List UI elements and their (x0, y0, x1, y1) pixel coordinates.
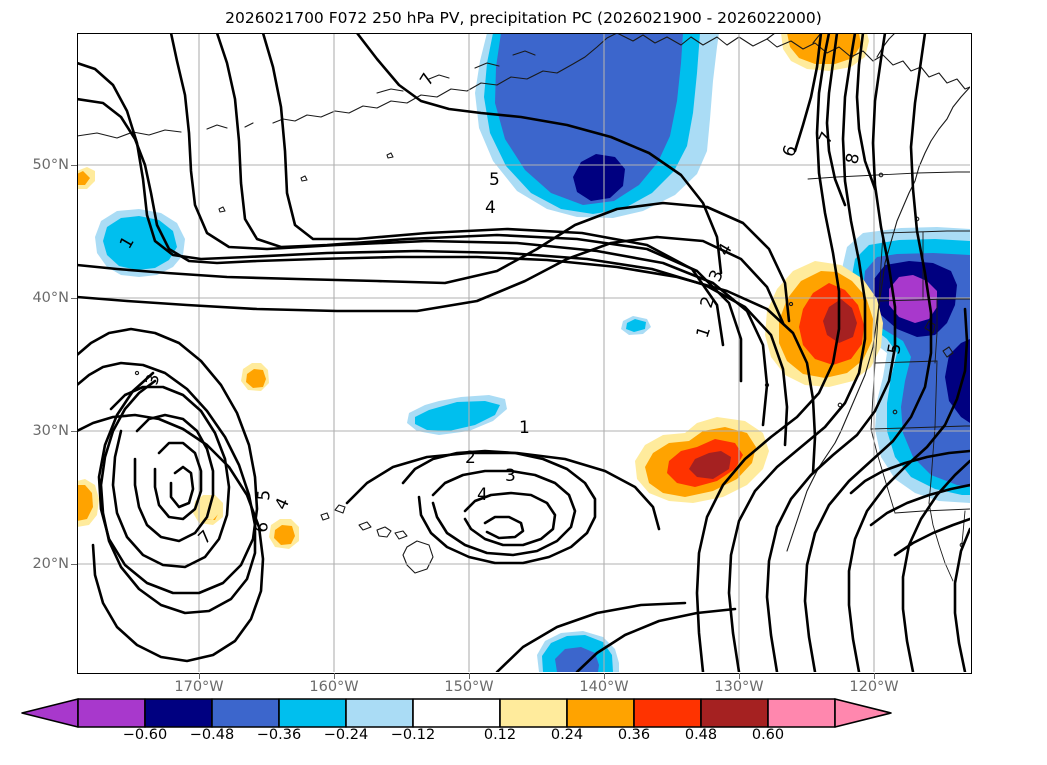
contour-label-7: 7 (416, 70, 439, 90)
colorbar-tick-9: 0.60 (751, 727, 785, 743)
y-tick-30N (71, 431, 77, 433)
x-tick-150W (469, 673, 471, 679)
x-tick-130W (739, 673, 741, 679)
contour-label-2r: 2 (697, 294, 719, 310)
contour-label-1c: 1 (519, 418, 530, 438)
y-tick-label-20N: 20°N (32, 556, 69, 572)
x-tick-label-150W: 150°W (444, 679, 494, 695)
x-tick-160W (334, 673, 336, 679)
colorbar-tick-1: −0.48 (189, 727, 235, 743)
coastlines (77, 33, 970, 582)
x-tick-label-170W: 170°W (174, 679, 224, 695)
y-tick-40N (71, 298, 77, 300)
colorbar-tick-4: −0.12 (390, 727, 436, 743)
colorbar-tick-7: 0.36 (617, 727, 651, 743)
x-tick-label-120W: 120°W (849, 679, 899, 695)
x-tick-170W (199, 673, 201, 679)
colorbar-band-4 (345, 698, 414, 728)
colorbar-band-6 (499, 698, 568, 728)
y-tick-label-30N: 30°N (32, 423, 69, 439)
pv-contours (77, 33, 970, 672)
colorbar-band-0 (77, 698, 146, 728)
contour-label-3: 3 (142, 372, 164, 387)
contour-label-6b: 6 (252, 521, 273, 533)
colorbar-tick-0: −0.60 (122, 727, 168, 743)
colorbar-swatches (21, 698, 892, 728)
colorbar-tick-8: 0.48 (684, 727, 718, 743)
contour-label-8r: 8 (842, 151, 864, 166)
colorbar-band-8 (633, 698, 702, 728)
colorbar-tick-6: 0.24 (550, 727, 584, 743)
contour-label-1r: 1 (693, 324, 715, 340)
x-tick-label-130W: 130°W (714, 679, 764, 695)
colorbar-band-7 (566, 698, 635, 728)
contour-label-3c: 3 (505, 466, 516, 486)
colorbar[interactable]: −0.60 −0.48 −0.36 −0.24 −0.12 0.12 0.24 … (0, 697, 1047, 765)
contour-label-5b: 5 (254, 489, 275, 501)
colorbar-band-3 (278, 698, 347, 728)
x-tick-140W (604, 673, 606, 679)
page-title: 2026021700 F072 250 hPa PV, precipitatio… (225, 9, 822, 27)
y-tick-20N (71, 564, 77, 566)
x-tick-label-140W: 140°W (579, 679, 629, 695)
contour-label-2c: 2 (465, 448, 476, 468)
x-tick-120W (874, 673, 876, 679)
colorbar-extend-min (21, 698, 79, 728)
map-plot-area[interactable]: 7 5 4 3 5 6 4 7 1 2 3 4 1 2 3 (77, 33, 970, 672)
colorbar-tick-2: −0.36 (256, 727, 302, 743)
colorbar-band-2 (211, 698, 280, 728)
contour-label-5r: 5 (884, 342, 906, 356)
contour-label-4c: 4 (477, 485, 488, 505)
y-tick-label-40N: 40°N (32, 290, 69, 306)
colorbar-band-1 (144, 698, 213, 728)
x-tick-label-160W: 160°W (309, 679, 359, 695)
colorbar-extend-max (834, 698, 892, 728)
shaded-precipitation-correlation (77, 33, 970, 672)
colorbar-band-9 (700, 698, 769, 728)
colorbar-band-10 (767, 698, 836, 728)
contour-label-4b: 4 (271, 495, 294, 513)
y-tick-50N (71, 165, 77, 167)
colorbar-band-5 (412, 698, 501, 728)
contour-label-5: 5 (489, 170, 500, 190)
colorbar-tick-5: 0.12 (483, 727, 517, 743)
map-canvas: 7 5 4 3 5 6 4 7 1 2 3 4 1 2 3 (77, 33, 970, 672)
colorbar-tick-3: −0.24 (323, 727, 369, 743)
contour-label-4: 4 (485, 198, 496, 218)
contour-labels: 7 5 4 3 5 6 4 7 1 2 3 4 1 2 3 (116, 70, 906, 549)
y-tick-label-50N: 50°N (32, 157, 69, 173)
map-svg: 7 5 4 3 5 6 4 7 1 2 3 4 1 2 3 (77, 33, 970, 672)
